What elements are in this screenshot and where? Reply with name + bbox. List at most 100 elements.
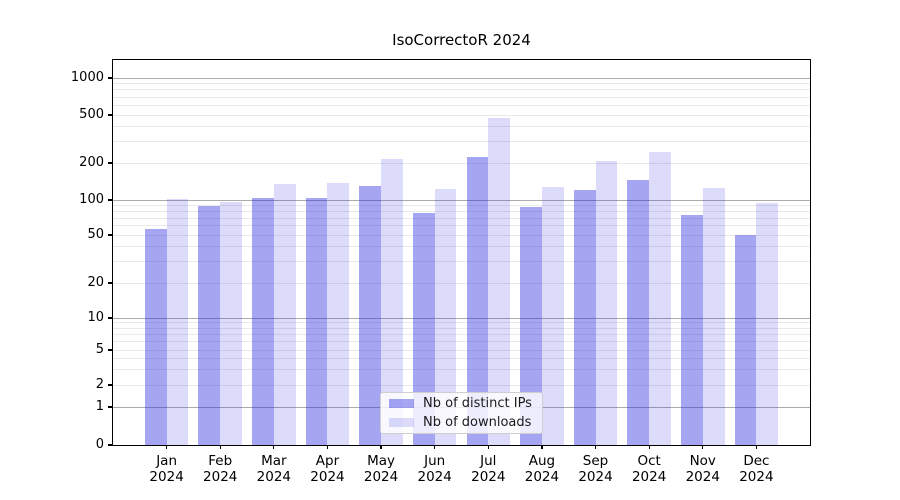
x-tick-year: 2024 (471, 469, 506, 485)
x-tick-year: 2024 (631, 469, 667, 485)
y-tick-label: 20 (87, 275, 104, 290)
gridline-minor (113, 114, 810, 116)
x-tick-label-jul: Jul 2024 (456, 453, 520, 485)
x-tick-month: Jan (156, 453, 178, 469)
plot-area (113, 60, 810, 445)
y-tick-label: 500 (79, 107, 104, 122)
gridline-minor (113, 162, 810, 164)
bar-downloads-aug (541, 186, 564, 445)
bar-downloads-sep (595, 160, 618, 445)
y-tick-mark (107, 234, 113, 236)
y-tick-mark (107, 384, 113, 386)
y-tick-mark (107, 406, 113, 408)
y-tick-label: 1 (95, 399, 104, 414)
bar-downloads-apr (327, 183, 350, 445)
bar-distinct-ips-feb (198, 206, 221, 445)
x-tick-label-jan: Jan 2024 (135, 453, 199, 485)
gridline-minor (113, 282, 810, 284)
y-tick-label: 100 (79, 192, 104, 207)
bar-distinct-ips-apr (305, 198, 328, 445)
x-tick-month: Dec (743, 453, 770, 469)
x-tick-month: May (367, 453, 396, 469)
x-tick-label-dec: Dec 2024 (724, 453, 788, 485)
bar-downloads-oct (649, 151, 671, 445)
y-tick-label: 50 (87, 227, 104, 242)
x-tick-year: 2024 (739, 469, 774, 485)
gridline-major (113, 77, 810, 79)
legend-swatch-downloads (389, 417, 414, 428)
gridline-minor (113, 83, 810, 85)
legend: Nb of distinct IPs Nb of downloads (380, 392, 543, 434)
x-tick-mark (273, 445, 275, 449)
y-tick-mark (107, 77, 113, 79)
bar-distinct-ips-nov (680, 214, 703, 445)
gridline-minor (113, 96, 810, 98)
bar-distinct-ips-jul (466, 156, 489, 445)
gridline-minor (113, 234, 810, 236)
gridline-minor (113, 369, 810, 370)
x-tick-label-nov: Nov 2024 (671, 453, 735, 485)
y-tick-label: 200 (79, 155, 104, 170)
bar-distinct-ips-aug (520, 207, 542, 445)
gridline-minor (113, 322, 810, 324)
y-tick-label: 10 (87, 310, 104, 325)
x-tick-mark (380, 445, 382, 449)
y-tick-mark (107, 162, 113, 164)
bar-downloads-jun (434, 188, 457, 445)
bar-downloads-nov (702, 188, 725, 445)
x-tick-year: 2024 (310, 469, 345, 485)
x-tick-label-apr: Apr 2024 (295, 453, 359, 485)
gridline-minor (113, 104, 810, 106)
x-tick-year: 2024 (578, 469, 613, 485)
bar-distinct-ips-mar (252, 198, 274, 445)
x-tick-year: 2024 (149, 469, 184, 485)
y-tick-mark (107, 349, 113, 351)
x-tick-label-may: May 2024 (349, 453, 413, 485)
x-tick-mark (755, 445, 757, 449)
bar-distinct-ips-may (359, 185, 382, 445)
gridline-minor (113, 341, 810, 343)
y-tick-mark (107, 317, 113, 319)
x-tick-year: 2024 (417, 469, 452, 485)
gridline-minor (113, 126, 810, 128)
x-tick-mark (166, 445, 168, 449)
x-tick-mark (487, 445, 489, 449)
y-tick-label: 1000 (70, 70, 104, 85)
y-tick-mark (107, 199, 113, 201)
x-tick-month: Jul (480, 453, 497, 469)
x-tick-mark (219, 445, 221, 449)
gridline-minor (113, 217, 810, 219)
legend-label-distinct-ips: Nb of distinct IPs (423, 396, 532, 411)
bar-downloads-jul (488, 117, 511, 445)
bar-downloads-dec (756, 203, 779, 445)
x-tick-label-oct: Oct 2024 (617, 453, 681, 485)
gridline-minor (113, 349, 810, 351)
gridline-minor (113, 210, 810, 212)
legend-item-downloads: Nb of downloads (389, 415, 534, 430)
bar-distinct-ips-jun (412, 213, 435, 445)
bar-distinct-ips-dec (734, 235, 757, 445)
bar-distinct-ips-jan (144, 229, 167, 445)
x-tick-mark (541, 445, 543, 449)
x-tick-year: 2024 (524, 469, 560, 485)
x-tick-mark (594, 445, 597, 449)
bar-distinct-ips-sep (573, 190, 596, 445)
x-tick-month: Feb (208, 453, 233, 469)
bar-downloads-may (381, 159, 403, 445)
y-tick-mark (107, 282, 113, 284)
x-tick-mark (702, 445, 704, 449)
x-tick-year: 2024 (685, 469, 720, 485)
x-tick-month: Jun (424, 453, 446, 469)
bar-downloads-mar (273, 184, 296, 445)
x-tick-label-feb: Feb 2024 (188, 453, 252, 485)
gridline-minor (113, 358, 810, 360)
x-tick-label-jun: Jun 2024 (403, 453, 467, 485)
gridline-major (113, 317, 810, 319)
bar-downloads-jan (166, 199, 189, 445)
gridline-minor (113, 327, 810, 329)
gridline-minor (113, 204, 810, 206)
y-tick-label: 2 (95, 377, 104, 392)
gridline-minor (113, 89, 810, 91)
bar-distinct-ips-oct (627, 180, 650, 445)
